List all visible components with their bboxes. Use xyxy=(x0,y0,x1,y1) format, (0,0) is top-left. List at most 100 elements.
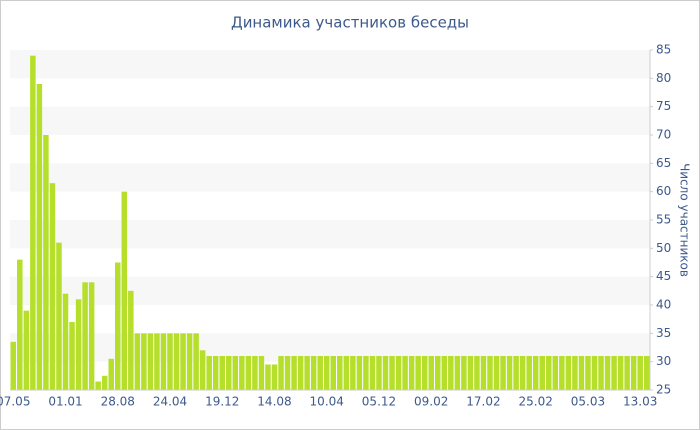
bar xyxy=(369,356,376,390)
y-tick-label: 70 xyxy=(656,128,671,142)
bar xyxy=(546,356,552,390)
bar xyxy=(363,356,369,390)
bar xyxy=(226,356,232,390)
x-tick-label: 05.12 xyxy=(362,395,396,409)
bar xyxy=(461,356,467,390)
x-tick-label: 09.02 xyxy=(414,395,448,409)
y-tick-label: 30 xyxy=(656,354,671,368)
bar xyxy=(199,350,206,390)
bar xyxy=(330,356,337,390)
bar xyxy=(552,356,559,390)
bar xyxy=(291,356,297,390)
bar xyxy=(193,333,199,390)
y-tick-label: 50 xyxy=(656,241,671,255)
bar xyxy=(487,356,493,390)
bar xyxy=(408,356,415,390)
bar xyxy=(506,356,513,390)
bar xyxy=(206,356,212,390)
bar xyxy=(513,356,519,390)
bar xyxy=(519,356,526,390)
x-tick-label: 25.02 xyxy=(519,395,553,409)
bar xyxy=(88,282,95,390)
bar xyxy=(128,290,134,390)
bar xyxy=(441,356,448,390)
bar xyxy=(82,282,88,390)
bar xyxy=(500,356,506,390)
bar xyxy=(532,356,539,390)
bar xyxy=(323,356,330,390)
bar xyxy=(245,356,252,390)
bar xyxy=(643,356,650,390)
bar xyxy=(304,356,310,390)
bar xyxy=(630,356,637,390)
bar xyxy=(49,183,56,390)
chart-title: Динамика участников беседы xyxy=(231,14,469,32)
bar xyxy=(258,356,265,390)
y-tick-label: 75 xyxy=(656,99,671,113)
x-tick-label: 17.02 xyxy=(466,395,500,409)
bar xyxy=(480,356,487,390)
bar xyxy=(343,356,350,390)
y-tick-label: 80 xyxy=(656,71,671,85)
grid-band xyxy=(10,50,650,79)
bar xyxy=(591,356,598,390)
bar xyxy=(141,333,147,390)
bar xyxy=(252,356,258,390)
bar xyxy=(565,356,572,390)
bar xyxy=(10,341,17,390)
bar xyxy=(350,356,356,390)
grid-band xyxy=(10,106,650,135)
x-tick-label: 05.03 xyxy=(571,395,605,409)
bar xyxy=(43,135,49,390)
y-axis-label: Число участников xyxy=(678,163,692,277)
x-tick-label: 01.01 xyxy=(48,395,82,409)
bar xyxy=(265,364,271,390)
bar xyxy=(232,356,239,390)
bar xyxy=(180,333,186,390)
bar xyxy=(239,356,245,390)
bar xyxy=(23,310,30,390)
bar xyxy=(428,356,434,390)
bar xyxy=(637,356,643,390)
bar xyxy=(474,356,480,390)
bar xyxy=(617,356,624,390)
bar xyxy=(62,293,69,390)
bar xyxy=(36,84,43,390)
bar xyxy=(421,356,428,390)
bar xyxy=(559,356,565,390)
bar xyxy=(526,356,532,390)
bar xyxy=(624,356,630,390)
bar xyxy=(115,262,121,390)
bar xyxy=(75,299,82,390)
bar xyxy=(101,375,108,390)
bar xyxy=(95,381,101,390)
bar xyxy=(69,322,75,390)
bar xyxy=(147,333,154,390)
x-tick-label: 13.03 xyxy=(623,395,657,409)
y-tick-label: 55 xyxy=(656,213,671,227)
bar xyxy=(585,356,591,390)
bar xyxy=(448,356,454,390)
y-tick-label: 40 xyxy=(656,298,671,312)
y-tick-label: 35 xyxy=(656,326,671,340)
x-tick-label: 10.04 xyxy=(310,395,344,409)
x-tick-label: 19.12 xyxy=(205,395,239,409)
y-tick-label: 45 xyxy=(656,269,671,283)
bar xyxy=(108,358,114,390)
grid-band xyxy=(10,163,650,192)
bar xyxy=(134,333,141,390)
bar xyxy=(154,333,160,390)
bar xyxy=(356,356,363,390)
y-tick-label: 85 xyxy=(656,43,671,57)
bar xyxy=(271,364,278,390)
x-tick-label: 07.05 xyxy=(0,395,30,409)
y-tick-label: 60 xyxy=(656,184,671,198)
bar xyxy=(402,356,408,390)
bar xyxy=(186,333,193,390)
bar xyxy=(598,356,604,390)
grid-band xyxy=(10,276,650,305)
bar xyxy=(467,356,474,390)
bar xyxy=(395,356,402,390)
bar xyxy=(167,333,173,390)
